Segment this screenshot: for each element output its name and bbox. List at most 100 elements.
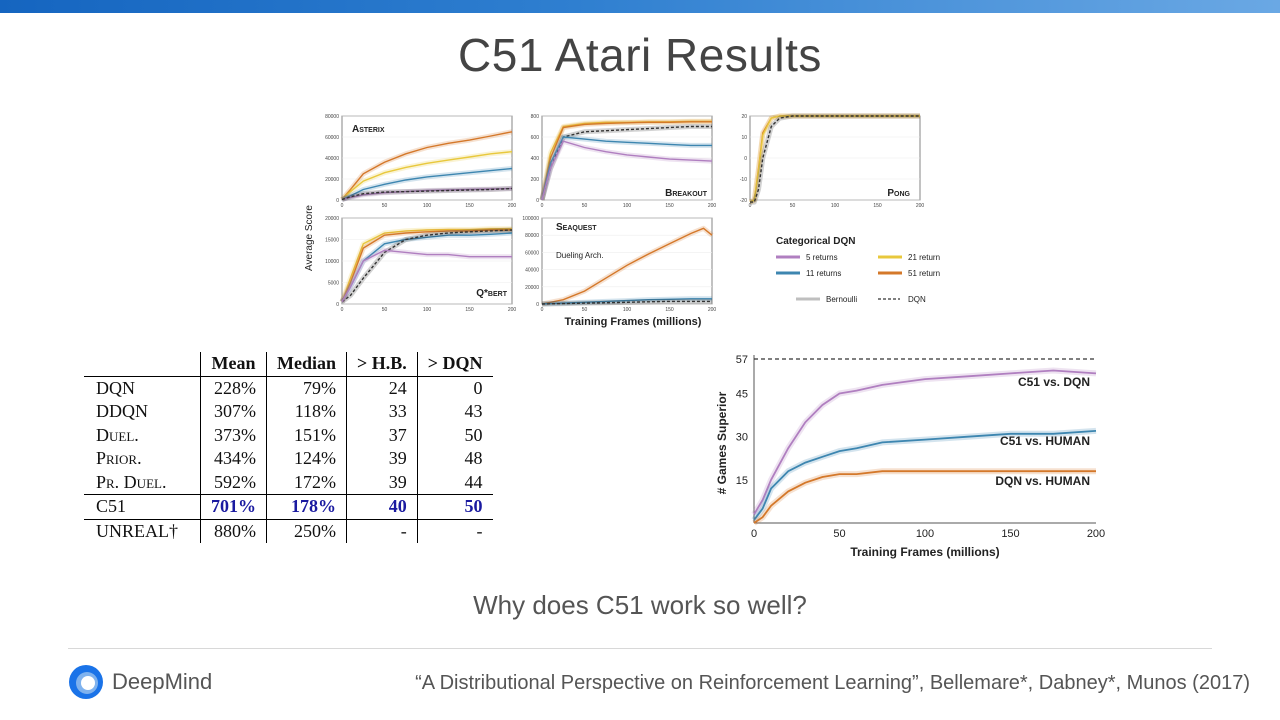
legend-label: Bernoulli	[826, 295, 857, 304]
dqn-cell: 44	[416, 470, 493, 495]
agent-name: DDQN	[96, 401, 148, 421]
mean-cell: 592%	[200, 470, 267, 495]
x-tick-label: 0	[341, 307, 344, 313]
x-tick-label: 50	[582, 307, 588, 313]
series-line	[753, 369, 1097, 515]
y-tick-label: -20	[740, 198, 747, 204]
y-tick-label: 30	[736, 432, 748, 444]
y-tick-label: 60000	[525, 250, 539, 256]
x-tick-label: 200	[708, 307, 717, 313]
legend-label: 51 returns	[908, 269, 940, 278]
x-tick-label: 100	[423, 203, 432, 209]
series-line	[341, 131, 513, 200]
x-tick-label: 100	[623, 307, 632, 313]
agent-name: UNREAL†	[96, 520, 178, 541]
hb-cell: -	[346, 519, 418, 543]
agent-name: Duel.	[96, 424, 139, 445]
y-tick-label: 0	[336, 198, 339, 204]
dqn-cell: 50	[416, 423, 493, 447]
hb-cell: 40	[346, 494, 418, 520]
x-tick-label: 100	[423, 307, 432, 313]
y-tick-label: 20000	[325, 177, 339, 183]
y-tick-label: 60000	[325, 135, 339, 141]
agent-name: DQN	[96, 377, 135, 398]
legend-title: Categorical DQN	[776, 236, 855, 247]
y-tick-label: 10	[741, 135, 747, 141]
legend-label: 21 returns	[908, 253, 940, 262]
mean-cell: 373%	[200, 423, 267, 447]
hb-cell: 24	[346, 376, 418, 400]
table-row-c51: C51 701% 178% 40 50	[84, 494, 493, 520]
table-header: > H.B.	[346, 352, 418, 377]
x-tick-label: 200	[708, 203, 717, 209]
series-line	[341, 249, 512, 303]
series-line	[541, 140, 713, 201]
table-header: Median	[265, 352, 347, 377]
y-tick-label: 15	[736, 475, 748, 487]
chart-panel-asterix: 0 20000 40000 60000 80000 0 50 100 150 200 Asterix	[325, 114, 516, 209]
dqn-cell: 0	[416, 376, 493, 400]
y-tick-label: 45	[736, 389, 748, 401]
x-tick-label: 50	[382, 203, 388, 209]
x-tick-label: 50	[582, 203, 588, 209]
y-tick-label: 800	[531, 114, 540, 120]
table-row: DQN 228% 79% 24 0	[84, 376, 493, 400]
games-superior-plot: 15 30 45 57 0 50 100 150 200 C51 vs. DQN C51 vs. H…	[736, 354, 1105, 540]
table-header: Mean	[200, 352, 267, 377]
x-tick-label: 200	[508, 307, 517, 313]
y-tick-label: 0	[536, 198, 539, 204]
top-accent-bar	[0, 0, 1280, 13]
median-cell: 250%	[265, 519, 347, 543]
x-tick-label: 0	[341, 203, 344, 209]
table-header-row: Mean Median > H.B. > DQN	[84, 352, 493, 377]
y-tick-label: 57	[736, 354, 748, 366]
hb-cell: 33	[346, 400, 418, 424]
table-row: UNREAL† 880% 250% - -	[84, 519, 493, 543]
median-cell: 151%	[265, 423, 347, 447]
table-row: Pr. Duel. 592% 172% 39 44	[84, 470, 493, 495]
median-cell: 172%	[265, 470, 347, 495]
mean-cell: 701%	[200, 494, 267, 520]
agent-name: Prior.	[96, 448, 142, 468]
slide-title: C51 Atari Results	[458, 29, 822, 81]
x-tick-label: 0	[541, 203, 544, 209]
x-tick-label: 150	[1001, 528, 1019, 540]
panel-title: Pong	[887, 188, 910, 199]
agent-name: C51	[84, 494, 201, 520]
x-tick-label: 50	[833, 528, 845, 540]
y-tick-label: 80000	[325, 114, 339, 120]
x-tick-label: 200	[508, 203, 517, 209]
citation: “A Distributional Perspective on Reinfor…	[415, 672, 1250, 694]
x-tick-label: 200	[916, 203, 925, 209]
mean-cell: 228%	[200, 376, 267, 400]
dqn-cell: 48	[416, 447, 493, 471]
x-tick-label: 100	[623, 203, 632, 209]
games-superior-chart: 15 30 45 57 0 50 100 150 200 C51 vs. DQN C51 vs. H…	[715, 354, 1105, 559]
x-tick-label: 150	[665, 203, 674, 209]
figure-x-axis-label: Training Frames (millions)	[565, 316, 702, 328]
dqn-cell: 50	[416, 494, 493, 520]
median-cell: 118%	[265, 400, 347, 424]
x-tick-label: 0	[541, 307, 544, 313]
results-table: Mean Median > H.B. > DQN DQN 228% 79% 24…	[84, 352, 493, 543]
y-tick-label: 20000	[525, 285, 539, 291]
x-tick-label: 50	[382, 307, 388, 313]
series-line	[341, 187, 513, 201]
slide-question: Why does C51 work so well?	[473, 590, 807, 620]
y-tick-label: 20	[741, 114, 747, 120]
legend-label: DQN	[908, 295, 926, 304]
table-row: DDQN 307% 118% 33 43	[84, 400, 493, 424]
y-tick-label: -10	[740, 177, 747, 183]
series-line	[541, 121, 712, 201]
dqn-cell: -	[416, 519, 493, 543]
dqn-cell: 43	[416, 400, 493, 424]
series-line	[753, 470, 1096, 524]
x-tick-label: 150	[465, 203, 474, 209]
figure-y-axis-label: Average Score	[304, 205, 315, 271]
median-cell: 178%	[265, 494, 347, 520]
y-tick-label: 80000	[525, 233, 539, 239]
y-tick-label: 0	[744, 156, 747, 162]
footer-divider	[68, 648, 1212, 649]
